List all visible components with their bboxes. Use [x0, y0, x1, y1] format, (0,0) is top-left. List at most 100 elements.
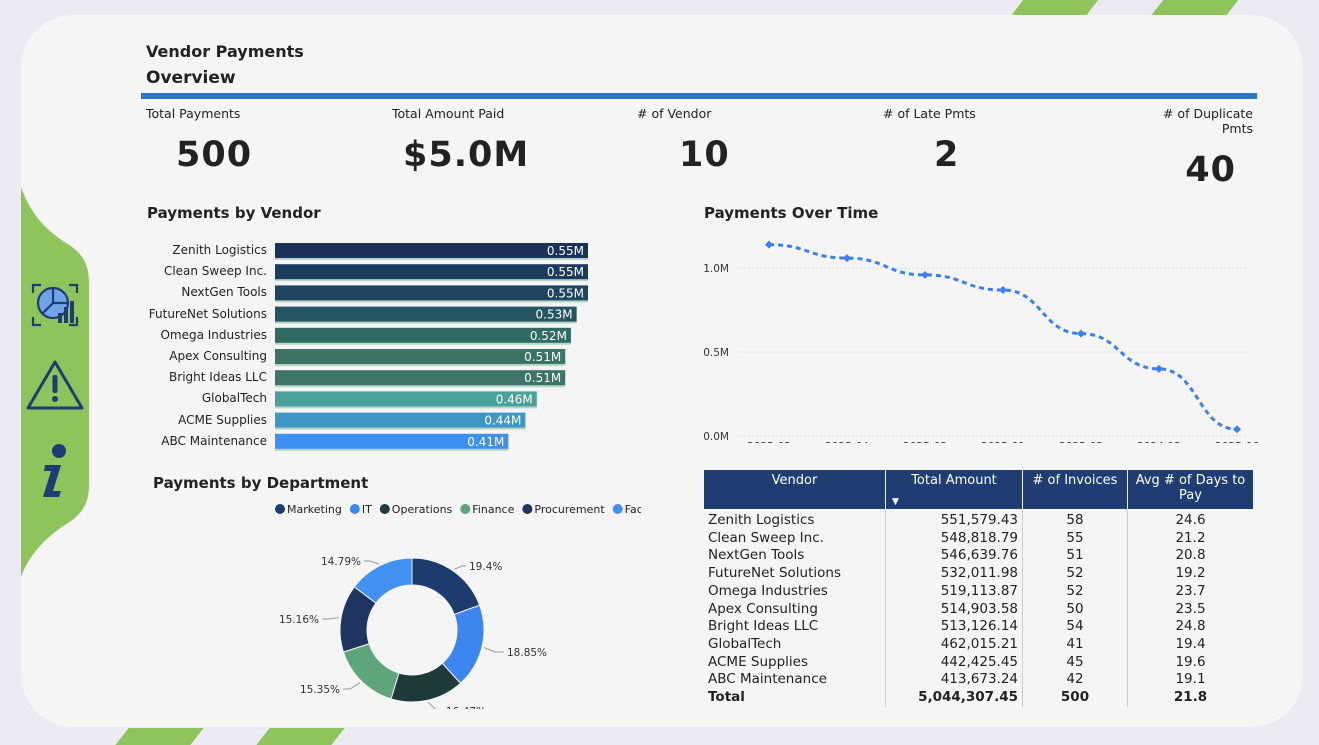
x-tick-label: 2025-04 — [825, 441, 869, 443]
col-header-invoices[interactable]: # of Invoices — [1022, 470, 1128, 509]
vendor-bar[interactable] — [275, 306, 577, 322]
vendor-bar[interactable] — [275, 327, 571, 343]
donut-slice[interactable] — [342, 643, 400, 700]
deco-stripe — [1010, 0, 1099, 16]
dashboard-chart-icon[interactable] — [31, 281, 79, 329]
data-point[interactable] — [1155, 364, 1163, 373]
legend-label[interactable]: Procurement — [534, 503, 605, 516]
cell-vendor: Total — [704, 689, 886, 707]
table-row[interactable]: NextGen Tools 546,639.76 51 20.8 — [704, 547, 1253, 566]
legend-label[interactable]: Marketing — [287, 503, 342, 516]
y-tick-label: 0.0M — [703, 431, 729, 443]
vendor-bar[interactable] — [275, 433, 509, 449]
cell-vendor: Omega Industries — [704, 582, 886, 601]
table-row[interactable]: Clean Sweep Inc. 548,818.79 55 21.2 — [704, 529, 1253, 548]
department-chart-title: Payments by Department — [153, 474, 369, 492]
cell-total-amount: 5,044,307.45 — [885, 689, 1023, 707]
sort-desc-icon[interactable]: ▼ — [892, 497, 899, 507]
col-header-avg-days[interactable]: Avg # of Days to Pay — [1127, 470, 1253, 509]
cell-vendor: Zenith Logistics — [704, 509, 886, 530]
leader-line — [427, 701, 436, 709]
payments-over-time-chart[interactable]: 1.0M 0.5M 0.0M 2025-02 2025-04 2025-03 2025-01… — [691, 233, 1261, 443]
vendor-axis-label: GlobalTech — [201, 391, 267, 406]
vendor-bar[interactable] — [275, 264, 588, 280]
cell-total-amount: 514,903.58 — [885, 600, 1023, 619]
table-total-row[interactable]: Total 5,044,307.45 500 21.8 — [704, 689, 1253, 707]
vendor-bar-value: 0.55M — [547, 244, 584, 258]
data-point[interactable] — [1233, 425, 1241, 434]
table-row[interactable]: ACME Supplies 442,425.45 45 19.6 — [704, 653, 1253, 672]
vendor-axis-label: Omega Industries — [160, 327, 267, 342]
table-row[interactable]: ABC Maintenance 413,673.24 42 19.1 — [704, 671, 1253, 690]
cell-total-amount: 462,015.21 — [885, 635, 1023, 654]
cell-vendor: FutureNet Solutions — [704, 565, 886, 583]
leader-line — [364, 560, 379, 565]
vendor-bar-value: 0.41M — [467, 435, 504, 449]
slice-value-label: 14.79% — [321, 556, 361, 568]
cell-avg-days: 24.6 — [1175, 512, 1206, 528]
page-title: Vendor Payments — [146, 42, 304, 61]
slice-value-label: 15.35% — [300, 684, 340, 696]
cell-avg-days: 19.1 — [1175, 671, 1206, 688]
department-donut-chart[interactable]: Marketing IT Operations Finance Procurement F… — [241, 499, 641, 709]
cell-total-amount: 548,818.79 — [885, 529, 1023, 548]
slice-value-label: 15.16% — [279, 614, 319, 626]
kpi-label: # of Late Pmts — [883, 106, 976, 121]
cell-avg-days: 23.7 — [1175, 582, 1206, 599]
table-row[interactable]: Apex Consulting 514,903.58 50 23.5 — [704, 600, 1253, 619]
kpi-value: 10 — [679, 135, 730, 175]
cell-total-amount: 551,579.43 — [885, 509, 1023, 530]
vendor-axis-label: NextGen Tools — [181, 285, 267, 300]
col-header-vendor[interactable]: Vendor — [704, 470, 886, 509]
series-line[interactable] — [768, 243, 1238, 431]
vendor-axis-label: Zenith Logistics — [172, 243, 267, 257]
legend-marker — [275, 504, 285, 514]
legend-label[interactable]: Operations — [392, 503, 453, 516]
cell-avg-days: 24.8 — [1175, 618, 1206, 635]
info-icon[interactable] — [39, 443, 71, 499]
leader-line — [322, 617, 340, 620]
table-body: Zenith Logistics 551,579.43 58 24.6 Clean Sw… — [704, 509, 1253, 707]
cell-vendor: NextGen Tools — [704, 547, 886, 566]
kpi-value: $5.0M — [403, 135, 530, 175]
data-point[interactable] — [999, 285, 1007, 294]
vendor-bar[interactable] — [275, 391, 537, 407]
vendor-bar[interactable] — [275, 285, 588, 301]
vendor-bar-value: 0.44M — [484, 414, 521, 428]
kpi-value: 40 — [1185, 150, 1236, 190]
vendor-bar-chart[interactable]: 0.55M 0.55M 0.55M 0.53M 0.52M 0.51M 0.51M 0.46M… — [275, 241, 595, 455]
vendor-bar[interactable] — [275, 412, 526, 428]
table-row[interactable]: Bright Ideas LLC 513,126.14 54 24.8 — [704, 618, 1253, 636]
table-row[interactable]: FutureNet Solutions 532,011.98 52 19.2 — [704, 565, 1253, 583]
deco-stripe — [256, 728, 345, 745]
cell-invoices: 45 — [1022, 653, 1128, 672]
col-header-total-amount[interactable]: Total Amount ▼ — [885, 470, 1023, 509]
table-row[interactable]: GlobalTech 462,015.21 41 19.4 — [704, 635, 1253, 654]
data-point[interactable] — [921, 270, 929, 279]
cell-total-amount: 442,425.45 — [885, 653, 1023, 672]
cell-avg-days: 21.2 — [1175, 529, 1206, 546]
leader-line — [454, 565, 466, 570]
warning-icon[interactable] — [25, 359, 85, 411]
kpi-total-amount: Total Amount Paid $5.0M — [392, 106, 572, 175]
data-point[interactable] — [765, 240, 773, 249]
vendor-bar-value: 0.51M — [524, 350, 561, 364]
vendor-bar[interactable] — [275, 243, 588, 258]
data-point[interactable] — [843, 254, 851, 263]
donut-slice[interactable] — [353, 557, 413, 604]
vendor-bar[interactable] — [275, 370, 566, 386]
dashboard-panel: Vendor Payments Overview Total Payments … — [21, 15, 1303, 727]
cell-vendor: ACME Supplies — [704, 653, 886, 672]
legend-label[interactable]: Finance — [472, 503, 514, 516]
vendor-bar-value: 0.53M — [536, 308, 573, 322]
kpi-vendor-count: # of Vendor 10 — [637, 106, 817, 175]
data-point[interactable] — [1077, 329, 1085, 338]
vendor-chart-title: Payments by Vendor — [147, 204, 321, 222]
legend-label[interactable]: IT — [362, 503, 372, 516]
vendor-bar[interactable] — [275, 349, 566, 364]
legend-label[interactable]: Facilities — [625, 503, 641, 516]
legend-marker — [379, 504, 390, 514]
x-tick-label: 2025-06 — [1215, 441, 1259, 443]
table-row[interactable]: Zenith Logistics 551,579.43 58 24.6 — [704, 509, 1253, 530]
table-row[interactable]: Omega Industries 519,113.87 52 23.7 — [704, 582, 1253, 601]
